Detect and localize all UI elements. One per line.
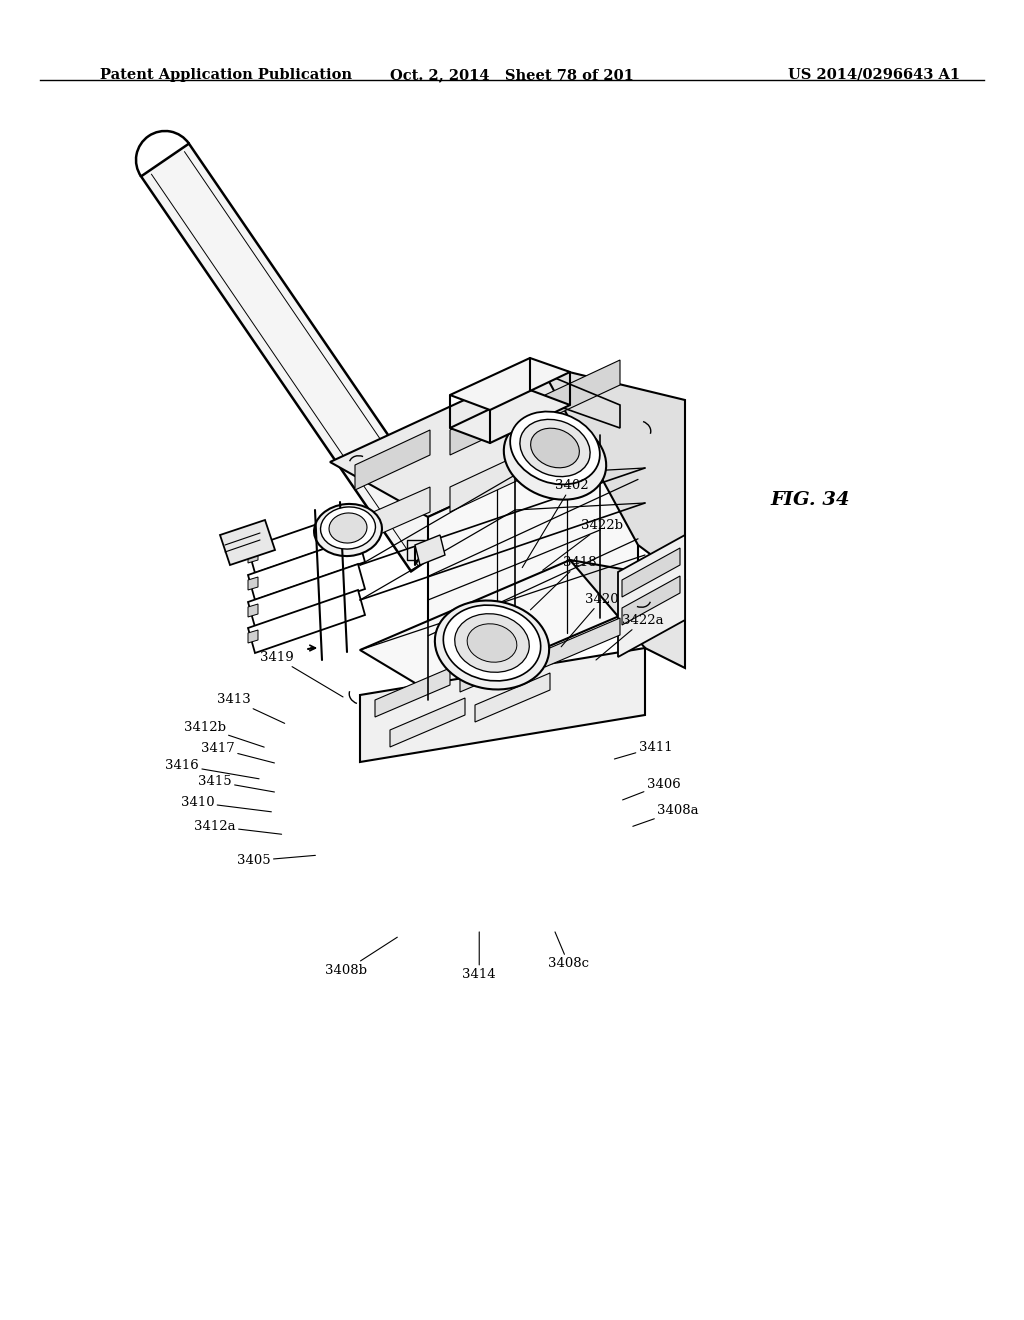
Polygon shape bbox=[407, 540, 425, 560]
Ellipse shape bbox=[530, 428, 580, 467]
Ellipse shape bbox=[321, 507, 376, 549]
Polygon shape bbox=[540, 366, 685, 579]
Text: 3408b: 3408b bbox=[325, 937, 397, 977]
Text: 3412a: 3412a bbox=[195, 820, 282, 834]
Text: 3422a: 3422a bbox=[596, 614, 664, 660]
Polygon shape bbox=[428, 420, 638, 697]
Text: Patent Application Publication: Patent Application Publication bbox=[100, 69, 352, 82]
Polygon shape bbox=[450, 389, 570, 444]
Text: 3406: 3406 bbox=[623, 777, 680, 800]
Text: 3413: 3413 bbox=[217, 693, 285, 723]
Text: 3419: 3419 bbox=[260, 651, 343, 697]
Ellipse shape bbox=[435, 601, 549, 689]
Polygon shape bbox=[220, 520, 275, 565]
Text: 3416: 3416 bbox=[166, 759, 259, 779]
Text: 3408c: 3408c bbox=[548, 932, 589, 970]
Text: 3411: 3411 bbox=[614, 741, 672, 759]
Polygon shape bbox=[360, 648, 645, 762]
Text: 3408a: 3408a bbox=[633, 804, 698, 826]
Text: 3422b: 3422b bbox=[543, 519, 624, 570]
Text: 3410: 3410 bbox=[181, 796, 271, 812]
Ellipse shape bbox=[443, 605, 541, 681]
Polygon shape bbox=[248, 564, 365, 627]
Polygon shape bbox=[248, 630, 258, 643]
Text: 3412b: 3412b bbox=[183, 721, 264, 747]
Polygon shape bbox=[355, 430, 430, 490]
Text: 3414: 3414 bbox=[463, 932, 496, 981]
Text: Oct. 2, 2014   Sheet 78 of 201: Oct. 2, 2014 Sheet 78 of 201 bbox=[390, 69, 634, 82]
Polygon shape bbox=[570, 560, 685, 668]
Polygon shape bbox=[622, 576, 680, 624]
Polygon shape bbox=[618, 535, 685, 657]
Polygon shape bbox=[248, 510, 365, 573]
Polygon shape bbox=[375, 668, 450, 717]
Polygon shape bbox=[475, 673, 550, 722]
Polygon shape bbox=[248, 577, 258, 590]
Polygon shape bbox=[248, 537, 365, 601]
Polygon shape bbox=[460, 643, 535, 692]
Ellipse shape bbox=[314, 504, 382, 556]
Polygon shape bbox=[545, 360, 620, 420]
Polygon shape bbox=[355, 487, 430, 545]
Ellipse shape bbox=[467, 624, 517, 663]
Text: 3415: 3415 bbox=[199, 775, 274, 792]
Polygon shape bbox=[450, 358, 570, 411]
Text: 3405: 3405 bbox=[238, 854, 315, 867]
Ellipse shape bbox=[520, 420, 590, 477]
Ellipse shape bbox=[504, 416, 606, 500]
Polygon shape bbox=[622, 548, 680, 597]
Text: 3420: 3420 bbox=[561, 593, 618, 647]
Polygon shape bbox=[360, 560, 645, 696]
Text: 3417: 3417 bbox=[202, 742, 274, 763]
Text: US 2014/0296643 A1: US 2014/0296643 A1 bbox=[787, 69, 961, 82]
Polygon shape bbox=[450, 451, 525, 512]
Ellipse shape bbox=[455, 614, 529, 672]
Polygon shape bbox=[415, 535, 445, 565]
Polygon shape bbox=[330, 366, 638, 517]
Text: FIG. 34: FIG. 34 bbox=[770, 491, 850, 510]
Polygon shape bbox=[248, 590, 365, 653]
Polygon shape bbox=[390, 698, 465, 747]
Polygon shape bbox=[248, 550, 258, 564]
Text: 3418: 3418 bbox=[530, 556, 596, 610]
Polygon shape bbox=[141, 144, 459, 572]
Polygon shape bbox=[450, 395, 525, 455]
Polygon shape bbox=[248, 605, 258, 616]
Polygon shape bbox=[545, 618, 620, 667]
Ellipse shape bbox=[510, 412, 600, 484]
Text: 3402: 3402 bbox=[522, 479, 588, 568]
Ellipse shape bbox=[329, 513, 367, 543]
